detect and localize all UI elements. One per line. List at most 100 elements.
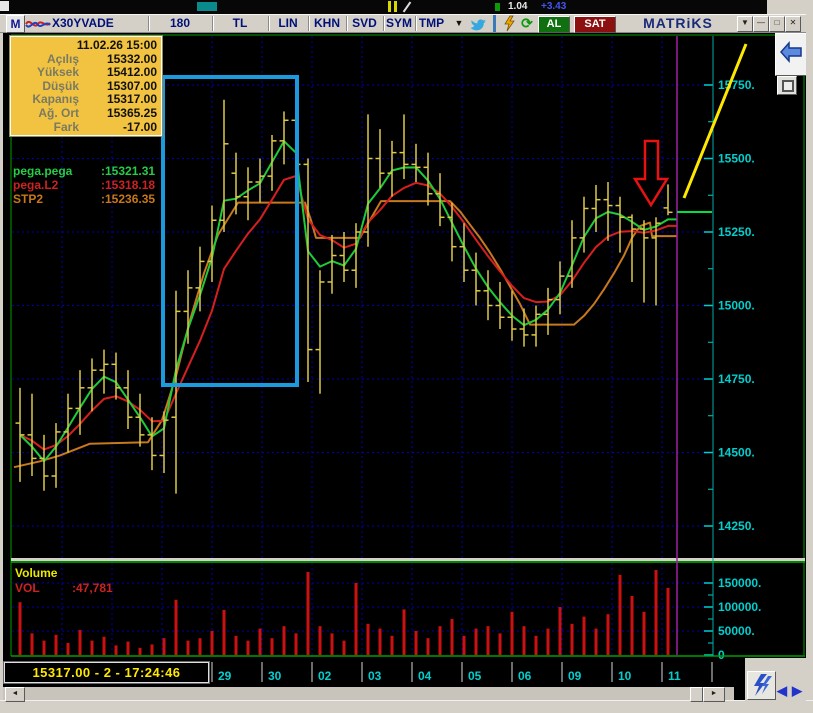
volume-bar [666, 587, 670, 655]
date-axis-label: 09 [568, 669, 582, 683]
date-axis-label: 06 [518, 669, 532, 683]
volume-bar [558, 607, 562, 655]
status-box: 15317.00 - 2 - 17:24:46 [3, 661, 210, 684]
volume-bar [546, 628, 550, 655]
volume-bar [534, 635, 538, 655]
volume-bar [414, 631, 418, 655]
volume-bar [582, 616, 586, 655]
tmp-button[interactable]: TMP [415, 14, 448, 33]
annotation-blue-box [161, 75, 299, 387]
h-scrollbar-track[interactable] [3, 687, 734, 700]
refresh-icon[interactable]: ⟳ [518, 14, 536, 33]
matriks-logo-button[interactable] [747, 671, 776, 700]
volume-bar [174, 599, 178, 655]
indicator-name: STP2 [13, 192, 44, 206]
background-fragment [0, 1, 9, 11]
currency-field[interactable]: TL [212, 14, 268, 33]
nav-left-glyph: ◀ [777, 683, 787, 698]
info-label: Düşük [42, 78, 79, 93]
khn-button[interactable]: KHN [308, 14, 346, 33]
sell-label: SAT [584, 18, 606, 30]
background-ticker-change: +3.43 [541, 1, 567, 12]
h-scrollbar-left-button[interactable]: ◄ [5, 687, 25, 702]
window-minimize-glyph: — [757, 18, 765, 27]
volume-bar [138, 647, 142, 655]
annotation-yellow-line [682, 43, 748, 199]
window-menu-glyph: ▼ [741, 18, 749, 27]
background-fragment [394, 1, 397, 12]
volume-axis-label: 50000. [718, 624, 755, 638]
window-minimize-button[interactable]: — [753, 16, 769, 32]
mini-panel-button[interactable] [777, 76, 797, 95]
price-axis-label: 15000. [718, 299, 755, 313]
volume-bar [606, 614, 610, 655]
dropdown-arrow-icon[interactable]: ▼ [450, 14, 468, 33]
indicator-value: :15236.35 [101, 192, 156, 206]
sym-button[interactable]: SYM [383, 14, 415, 33]
volume-bar [594, 628, 598, 655]
volume-axis-label: 150000. [718, 576, 761, 590]
back-arrow-button[interactable] [779, 40, 803, 64]
price-axis-label: 15250. [718, 225, 755, 239]
toolbar-separator [212, 16, 214, 31]
volume-bar [474, 628, 478, 655]
volume-bar [222, 609, 226, 655]
svd-button[interactable]: SVD [346, 14, 383, 33]
date-axis-label: 29 [218, 669, 232, 683]
info-value: 15365.25 [106, 105, 157, 120]
indicator-value: :15321.31 [101, 164, 156, 178]
indicator-legend-stp2: STP2 :15236.35 [13, 192, 155, 206]
info-datetime: 11.02.26 15:00 [76, 38, 157, 52]
volume-bar [618, 574, 622, 655]
dropdown-glyph: ▼ [454, 18, 464, 28]
info-value: 15332.00 [106, 51, 157, 66]
info-value: 15412.00 [106, 65, 157, 80]
volume-bar [270, 638, 274, 655]
lightning-icon[interactable] [502, 15, 516, 32]
volume-axis-label: 0 [718, 648, 725, 662]
volume-bar [462, 635, 466, 655]
date-axis-label: 05 [468, 669, 482, 683]
volume-bar [54, 634, 58, 655]
twitter-icon[interactable] [469, 17, 487, 31]
h-scrollbar-thumb[interactable] [690, 687, 703, 702]
volume-bar [42, 640, 46, 655]
sell-button[interactable]: SAT [574, 16, 616, 33]
refresh-glyph: ⟳ [521, 15, 533, 31]
period-field[interactable]: 180 [148, 14, 212, 33]
toolbar-separator [148, 16, 150, 31]
window-restore-button[interactable]: □ [769, 16, 785, 32]
window-close-glyph: ✕ [789, 18, 797, 27]
volume-bar [402, 609, 406, 655]
volume-bar [234, 635, 238, 655]
volume-bar [654, 570, 658, 655]
indicator-name: pega.pega [13, 164, 73, 178]
buy-button[interactable]: AL [538, 16, 570, 33]
volume-bar [390, 635, 394, 655]
window-close-button[interactable]: ✕ [785, 16, 801, 32]
nav-left-arrow[interactable]: ◀ [777, 683, 787, 699]
volume-bar [18, 602, 22, 655]
app-icon[interactable]: M [6, 15, 25, 33]
nav-right-arrow[interactable]: ▶ [792, 683, 802, 699]
volume-bar [30, 633, 34, 655]
date-axis-label: 02 [318, 669, 332, 683]
matriks-logo-icon [754, 674, 772, 696]
volume-bar [126, 641, 130, 655]
window-menu-button[interactable]: ▼ [737, 16, 753, 32]
volume-bar [282, 626, 286, 655]
indicator-value: :15318.18 [101, 178, 156, 192]
volume-title: Volume [15, 566, 58, 580]
chart-waves-icon[interactable] [25, 16, 51, 31]
window-border-right [806, 14, 813, 713]
window-border-bottom [0, 700, 813, 713]
volume-bar [210, 631, 214, 655]
scale-button[interactable]: LIN [268, 14, 308, 33]
h-scrollbar-right-button[interactable]: ► [703, 687, 725, 702]
symbol-field[interactable]: X30YVADE [52, 14, 148, 33]
info-value: 15307.00 [106, 78, 157, 93]
volume-bar [498, 633, 502, 655]
volume-bar [246, 640, 250, 655]
